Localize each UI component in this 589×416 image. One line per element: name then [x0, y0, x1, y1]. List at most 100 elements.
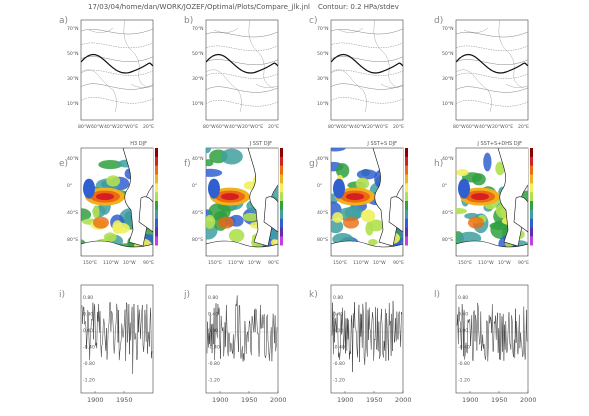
lon-tick-label: 40°W [354, 124, 367, 130]
lat-tick-label: 40°S [192, 210, 203, 216]
panel-label: b) [184, 16, 193, 26]
colorbar-swatch [530, 183, 533, 193]
sst-patch [332, 212, 344, 223]
sst-patch [456, 168, 469, 177]
contour-line [81, 42, 153, 49]
y-tick-label: -1.20 [83, 378, 95, 384]
lat-tick-label: 50°N [317, 51, 329, 57]
panel-label: k) [309, 290, 318, 300]
plot-frame [80, 284, 154, 394]
lat-tick-label: 10°N [442, 101, 454, 107]
lon-tick-label: 90°E [393, 260, 404, 266]
timeseries-line [81, 301, 153, 374]
zero-contour [456, 53, 528, 74]
sst-patch [98, 160, 123, 170]
header-contour: Contour: 0.2 HPa/stdev [318, 3, 399, 11]
colorbar-swatch [155, 192, 158, 202]
colorbar-swatch [155, 156, 158, 166]
contour-line [331, 83, 403, 90]
lat-tick-label: 40°N [317, 156, 329, 162]
lon-tick-label: 150°E [83, 260, 97, 266]
lon-tick-label: 20°E [518, 124, 529, 130]
cold-patch [333, 178, 345, 199]
timeseries-panel-c: k) 0.80 0.40 0.00 -0.40 -0.80 -1.20 1900 1950 200… [309, 284, 412, 404]
colorbar-swatch [155, 209, 158, 219]
lat-tick-label: 40°N [192, 156, 204, 162]
warm-patch [468, 216, 484, 229]
warm-patch [343, 216, 359, 229]
panel-title: J SST+S DJF [366, 141, 397, 147]
y-tick-label: -1.20 [333, 378, 345, 384]
y-tick-label: -0.80 [333, 361, 345, 367]
colorbar-swatch [155, 183, 158, 193]
sst-patch [112, 220, 123, 234]
contour-line [81, 69, 153, 76]
map-panel-a: a)70°N 50°N 30°N 10°N 80°W 60°W 40°W 20°W 0°E 20°… [59, 16, 154, 130]
warm-tongue [221, 193, 239, 201]
colorbar-swatch [405, 201, 408, 211]
sst-patch [495, 161, 505, 176]
panel-label: c) [309, 16, 317, 26]
lon-tick-label: 10°W [123, 260, 136, 266]
sst-patch [331, 148, 346, 152]
y-tick-label: 0.00 [333, 328, 343, 334]
panel-label: i) [59, 290, 65, 300]
panel-label: e) [59, 159, 68, 169]
sst-patch [456, 207, 467, 215]
colorbar-swatch [530, 209, 533, 219]
row2-sst-panels: e) H3 DJF 40°N 0° 40°S 80°S 150°E 110°W 10°W 90°E… [59, 141, 533, 266]
lon-tick-label: 150°E [208, 260, 222, 266]
cold-patch [208, 178, 220, 199]
continent [388, 196, 403, 233]
warm-tongue [96, 193, 114, 201]
panel-label: a) [59, 16, 68, 26]
lon-tick-label: 90°E [143, 260, 154, 266]
lon-tick-label: 110°W [103, 260, 119, 266]
lat-tick-label: 70°N [67, 26, 79, 32]
contour-line [331, 42, 403, 49]
coastline [331, 20, 403, 113]
lat-tick-label: 70°N [442, 26, 454, 32]
contour-line [456, 72, 528, 79]
lon-tick-label: 10°W [373, 260, 386, 266]
sst-patch [483, 152, 492, 172]
coastline [206, 20, 278, 113]
colorbar-swatch [405, 236, 408, 246]
lon-tick-label: 10°W [248, 260, 261, 266]
colorbar-swatch [405, 183, 408, 193]
colorbar-swatch [280, 236, 283, 246]
lat-tick-label: 10°N [192, 101, 204, 107]
colorbar-swatch [155, 148, 158, 158]
lon-tick-label: 60°W [216, 124, 229, 130]
lat-tick-label: 80°S [317, 237, 328, 243]
sst-patch [206, 148, 212, 154]
colorbar-swatch [155, 218, 158, 228]
sst-patch [106, 175, 121, 187]
lat-tick-label: 70°N [192, 26, 204, 32]
sst-patch [228, 228, 245, 243]
row1-map-panels: a)70°N50°N30°N10°N80°W 60°W 40°W 20°W 0°E 20°… [59, 16, 529, 130]
y-tick-label: -0.80 [458, 361, 470, 367]
lon-tick-label: 40°W [104, 124, 117, 130]
map-panel-b: b)70°N 50°N 30°N 10°N 80°W 60°W 40°W 20°W 0°E 20°… [184, 16, 279, 130]
contour-line [206, 59, 278, 65]
lon-tick-label: 20°E [393, 124, 404, 130]
lat-tick-label: 10°N [67, 101, 79, 107]
cold-patch [458, 178, 470, 199]
lon-tick-label: 60°W [91, 124, 104, 130]
lat-tick-label: 30°N [317, 76, 329, 82]
contour-line [81, 83, 153, 90]
map-content [206, 20, 278, 113]
colorbar-swatch [405, 165, 408, 175]
contour-line [331, 69, 403, 76]
y-tick-label: 0.40 [458, 312, 468, 318]
continent [331, 240, 403, 256]
lon-tick-label: 40°W [479, 124, 492, 130]
y-tick-label: 0.00 [83, 328, 93, 334]
lon-tick-label: 10°W [498, 260, 511, 266]
lon-tick-label: 80°W [328, 124, 341, 130]
colorbar-swatch [280, 148, 283, 158]
lat-tick-label: 0° [317, 183, 322, 189]
